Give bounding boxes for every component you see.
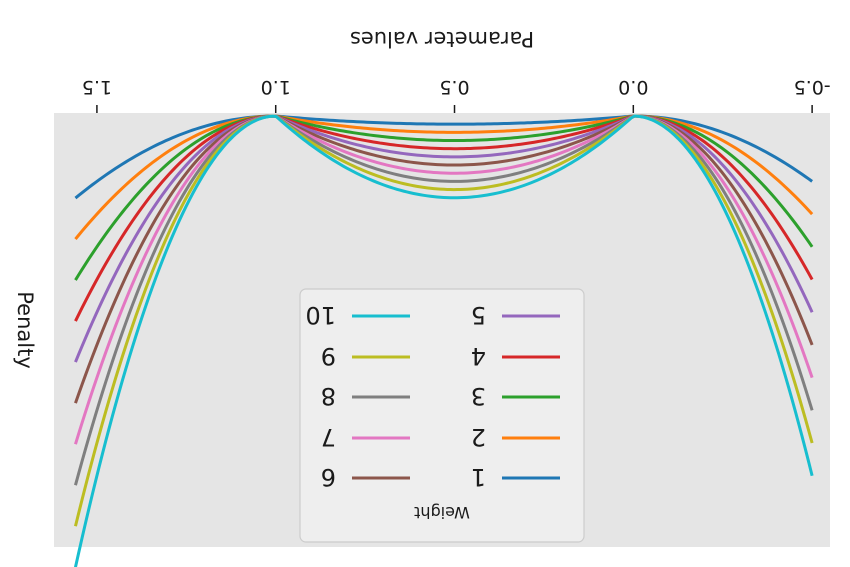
series-line-weight-4	[74, 114, 814, 322]
series-line-weight-9	[74, 114, 814, 527]
legend-label-weight-9: 9	[321, 342, 336, 370]
legend-label-weight-3: 3	[471, 382, 486, 410]
legend-label-weight-1: 1	[471, 463, 486, 491]
series-line-weight-7	[74, 114, 814, 445]
x-tick-label: 0.5	[439, 76, 469, 98]
legend-label-weight-5: 5	[471, 301, 486, 329]
legend-label-weight-2: 2	[471, 423, 486, 451]
legend-label-weight-8: 8	[321, 382, 336, 410]
x-tick-label: -0.5	[794, 76, 831, 98]
legend-title: Weight	[414, 503, 470, 522]
x-axis-label: Parameter values	[350, 27, 534, 51]
series-line-weight-2	[74, 114, 814, 241]
series-line-weight-10	[73, 114, 814, 567]
legend-label-weight-6: 6	[321, 463, 336, 491]
series-line-weight-8	[74, 114, 814, 486]
x-axis: -0.5 0.0 0.5 1.0 1.5	[82, 76, 831, 113]
legend-label-weight-7: 7	[321, 423, 336, 451]
legend-label-weight-4: 4	[471, 342, 486, 370]
legend-label-weight-10: 10	[305, 301, 336, 329]
series-line-weight-3	[74, 114, 814, 281]
x-tick-label: 0.0	[618, 76, 648, 98]
legend: Weight 1 2 3 4 5 6 7 8 9 10	[299, 288, 585, 543]
y-axis-label: Penalty	[13, 291, 37, 369]
x-tick-label: 1.0	[261, 76, 291, 98]
series-line-weight-1	[74, 114, 814, 200]
series-line-weight-5	[74, 114, 814, 363]
series-lines	[73, 114, 814, 567]
series-line-weight-6	[74, 114, 814, 404]
x-tick-label: 1.5	[82, 76, 112, 98]
